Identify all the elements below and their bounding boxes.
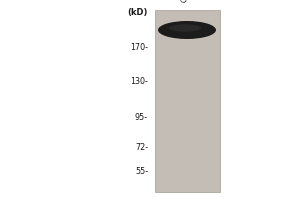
Ellipse shape — [158, 21, 216, 39]
Text: 130-: 130- — [130, 77, 148, 86]
Text: 72-: 72- — [135, 144, 148, 152]
Bar — [155, 10, 220, 192]
Ellipse shape — [169, 24, 201, 32]
Text: 95-: 95- — [135, 114, 148, 122]
Text: (kD): (kD) — [128, 8, 148, 17]
Text: 55-: 55- — [135, 168, 148, 176]
Text: COLO205: COLO205 — [178, 0, 210, 5]
Text: 170-: 170- — [130, 44, 148, 52]
